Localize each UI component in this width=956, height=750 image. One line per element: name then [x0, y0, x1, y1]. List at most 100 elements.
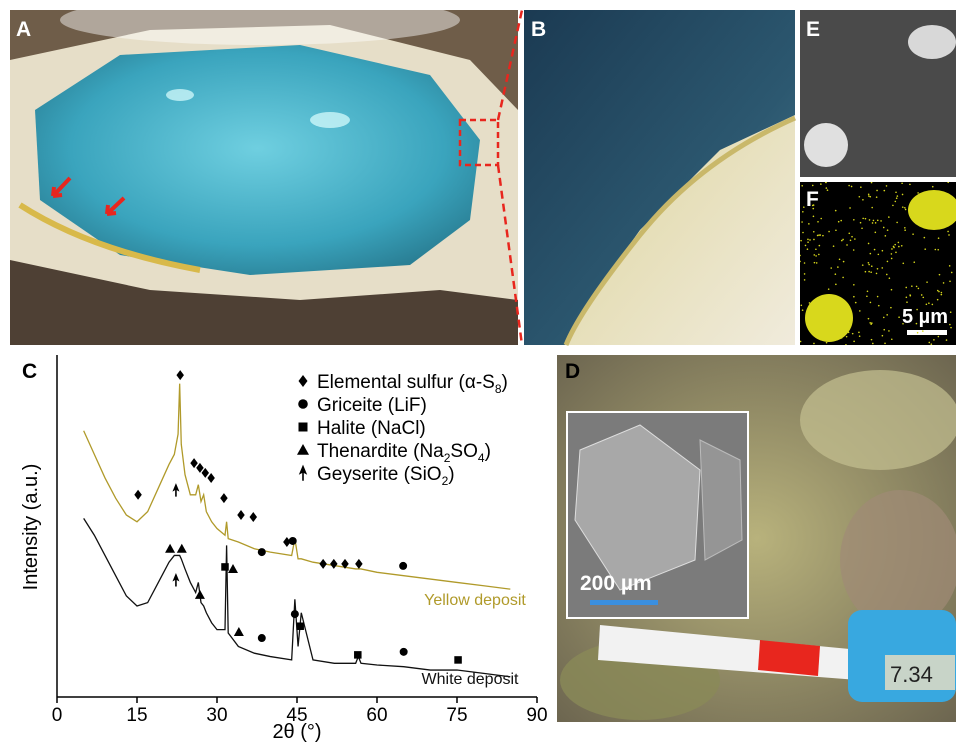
- eds-dot: [809, 302, 811, 304]
- eds-dot: [846, 244, 848, 246]
- eds-dot: [918, 288, 920, 290]
- thermometer-display: 7.34: [890, 662, 933, 687]
- eds-dot: [818, 254, 820, 256]
- eds-dot: [901, 245, 903, 247]
- marker: [234, 627, 244, 636]
- eds-dot: [819, 234, 821, 236]
- eds-dot: [865, 218, 867, 220]
- eds-dot: [804, 273, 806, 275]
- eds-dot: [887, 261, 889, 263]
- eds-dot: [950, 311, 952, 313]
- eds-dot: [812, 185, 814, 187]
- eds-dot: [929, 210, 931, 212]
- eds-dot: [933, 339, 935, 341]
- eds-dot: [871, 339, 873, 341]
- eds-dot: [820, 183, 822, 185]
- eds-dot: [872, 343, 874, 345]
- eds-dot: [905, 287, 907, 289]
- marker: [190, 458, 198, 468]
- eds-dot: [939, 224, 941, 226]
- eds-dot: [892, 205, 894, 207]
- eds-dot: [948, 212, 950, 214]
- eds-dot: [902, 206, 904, 208]
- eds-dot: [836, 325, 838, 327]
- eds-dot: [883, 329, 885, 331]
- eds-dot: [943, 282, 945, 284]
- eds-dot: [862, 264, 864, 266]
- eds-dot: [882, 335, 884, 337]
- eds-dot: [841, 337, 843, 339]
- eds-dot: [809, 239, 811, 241]
- eds-dot: [871, 207, 873, 209]
- eds-dot: [886, 314, 888, 316]
- marker: [258, 548, 266, 556]
- eds-dot: [868, 271, 870, 273]
- marker: [250, 512, 258, 522]
- eds-dot: [853, 296, 855, 298]
- eds-dot: [944, 218, 946, 220]
- eds-dot: [935, 249, 937, 251]
- eds-dot: [921, 223, 923, 225]
- eds-dot: [868, 318, 870, 320]
- eds-dot: [862, 218, 864, 220]
- eds-dot: [799, 255, 801, 257]
- eds-dot: [826, 311, 828, 313]
- marker: [165, 544, 175, 553]
- eds-dot: [813, 254, 815, 256]
- marker: [172, 483, 179, 497]
- eds-dot: [917, 332, 919, 334]
- eds-dot: [949, 280, 951, 282]
- eds-dot: [877, 296, 879, 298]
- eds-dot: [842, 239, 844, 241]
- eds-dot: [905, 209, 907, 211]
- eds-dot: [868, 262, 870, 264]
- eds-dot: [883, 317, 885, 319]
- eds-dot: [947, 181, 949, 183]
- eds-dot: [948, 234, 950, 236]
- eds-dot: [875, 232, 877, 234]
- eds-dot: [895, 252, 897, 254]
- eds-dot: [854, 238, 856, 240]
- eds-dot: [819, 245, 821, 247]
- eds-dot: [802, 232, 804, 234]
- legend-label: Geyserite (SiO2): [317, 464, 455, 488]
- eds-dot: [869, 322, 871, 324]
- eds-dot: [865, 271, 867, 273]
- legend-label: Thenardite (Na2SO4): [317, 441, 491, 465]
- eds-dot: [859, 310, 861, 312]
- eds-dot: [801, 221, 803, 223]
- eds-dot: [928, 342, 930, 344]
- eds-dot: [870, 271, 872, 273]
- eds-dot: [876, 190, 878, 192]
- eds-dot: [820, 218, 822, 220]
- eds-dot: [820, 299, 822, 301]
- sem-image: [800, 10, 956, 177]
- eds-dot: [924, 237, 926, 239]
- panel-label: F: [806, 188, 819, 211]
- legend-symbol: [297, 444, 309, 455]
- eds-dot: [839, 258, 841, 260]
- eds-dot: [922, 297, 924, 299]
- scale-bar-label: 200 µm: [580, 572, 652, 595]
- eds-dot: [801, 304, 803, 306]
- marker: [172, 573, 179, 587]
- eds-dot: [842, 277, 844, 279]
- eds-dot: [870, 253, 872, 255]
- eds-dot: [949, 265, 951, 267]
- eds-dot: [825, 182, 827, 184]
- marker: [319, 559, 327, 569]
- marker: [202, 468, 210, 478]
- eds-dot: [868, 264, 870, 266]
- eds-dot: [826, 342, 828, 344]
- eds-dot: [858, 332, 860, 334]
- eds-dot: [845, 344, 847, 346]
- eds-dot: [800, 341, 802, 343]
- eds-dot: [813, 216, 815, 218]
- eds-dot: [906, 301, 908, 303]
- eds-dot: [813, 343, 815, 345]
- x-tick-label: 90: [526, 705, 547, 726]
- x-tick-label: 45: [286, 705, 307, 726]
- eds-dot: [814, 262, 816, 264]
- legend-symbol: [299, 465, 307, 481]
- legend-label: Elemental sulfur (α-S8): [317, 372, 508, 396]
